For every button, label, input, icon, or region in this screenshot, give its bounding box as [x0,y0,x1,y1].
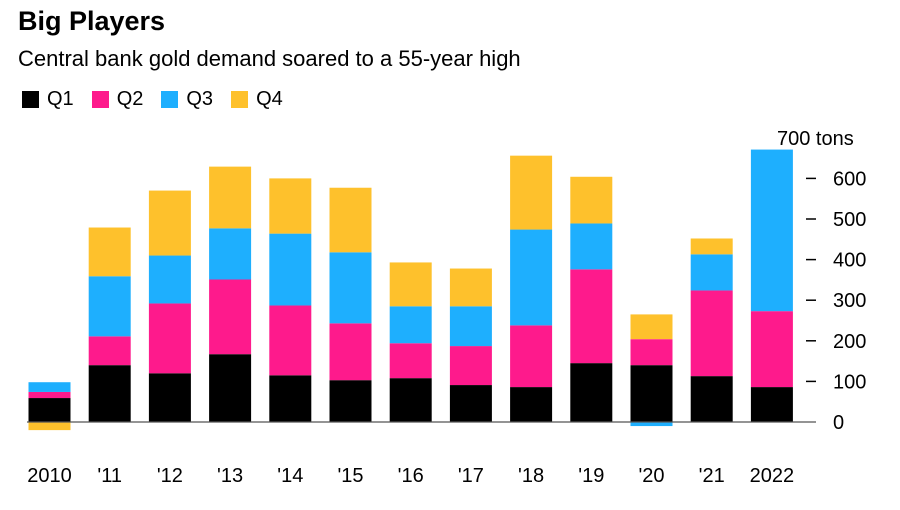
bar-q4-11 [88,227,131,277]
bar-q3-11 [88,276,131,337]
bar-q2-17 [449,346,492,386]
y-tick-label: 0 [833,412,844,434]
bar-q4-13 [209,166,252,229]
bar-q1-17 [449,385,492,422]
bar-q2-16 [389,343,432,379]
bar-q1-19 [570,363,613,422]
legend-item-q4: Q4 [231,88,283,111]
bar-q3-17 [449,306,492,347]
y-tick-label: 300 [833,290,866,312]
bar-q2-2022 [750,311,793,388]
x-tick-label: '18 [518,465,544,487]
legend: Q1 Q2 Q3 Q4 [22,88,283,111]
bar-q1-20 [630,365,673,422]
bar-q4-15 [329,187,372,253]
bar-q4-17 [449,268,492,307]
bar-q1-15 [329,380,372,422]
bar-q1-2010 [28,398,71,422]
legend-label: Q1 [47,88,74,110]
bar-q2-15 [329,323,372,381]
bar-q1-13 [209,354,252,422]
bar-q1-18 [510,387,553,422]
bar-q4-21 [690,238,733,255]
bar-q2-19 [570,269,613,364]
x-tick-label: '21 [699,465,725,487]
bar-q2-21 [690,290,733,377]
bar-q3-2010 [28,382,71,392]
x-tick-label: '20 [638,465,664,487]
bar-q2-14 [269,305,312,376]
y-tick-label: 500 [833,209,866,231]
legend-label: Q4 [256,88,283,110]
chart-subtitle: Central bank gold demand soared to a 55-… [18,46,521,71]
x-tick-label: 2010 [27,465,72,487]
legend-swatch [22,91,39,108]
bar-q4-14 [269,178,312,234]
bar-q4-19 [570,176,613,224]
x-tick-label: '17 [458,465,484,487]
bar-q1-21 [690,376,733,422]
legend-swatch [161,91,179,108]
bar-q3-14 [269,233,312,306]
bar-q2-18 [510,325,553,388]
y-tick-label: 400 [833,250,866,272]
bar-q3-20 [630,422,673,427]
chart-title: Big Players [18,6,166,36]
bar-q4-12 [148,190,191,256]
x-tick-label: '19 [578,465,604,487]
bar-q4-20 [630,314,673,340]
bar-q3-2022 [750,149,793,312]
legend-label: Q2 [116,88,144,110]
bar-q2-2010 [28,391,71,399]
y-tick-label: 600 [833,168,866,190]
legend-swatch [231,91,249,108]
bar-q3-15 [329,252,372,324]
y-tick-label: 100 [833,371,866,393]
bar-q1-16 [389,378,432,422]
x-tick-label: '13 [217,465,243,487]
legend-swatch [91,91,109,108]
bar-q4-2010 [28,422,71,431]
bar-q3-21 [690,254,733,291]
bar-q1-11 [88,365,131,422]
x-tick-label: '15 [337,465,363,487]
bar-q3-16 [389,306,432,344]
bar-q2-12 [148,303,191,374]
y-tick-label: 200 [833,331,866,353]
bar-q1-2022 [750,387,793,422]
bar-q4-18 [510,155,553,230]
bar-q2-20 [630,339,673,366]
bar-q3-13 [209,228,252,280]
bar-q1-12 [148,373,191,422]
legend-item-q3: Q3 [161,88,213,111]
legend-label: Q3 [186,88,214,110]
x-tick-label: '12 [157,465,183,487]
legend-item-q1: Q1 [22,88,74,111]
bar-q3-18 [510,229,553,326]
bar-q3-12 [148,255,191,304]
bar-q2-13 [209,279,252,355]
x-tick-label: '16 [398,465,424,487]
x-tick-label: 2022 [750,465,795,487]
legend-item-q2: Q2 [91,88,144,111]
bar-q1-14 [269,375,312,422]
bar-q4-16 [389,262,432,307]
y-axis-unit-label: 700 tons [777,128,854,150]
x-tick-label: '11 [97,465,122,487]
bar-q3-19 [570,223,613,270]
bar-q2-11 [88,336,131,366]
x-tick-label: '14 [277,465,303,487]
